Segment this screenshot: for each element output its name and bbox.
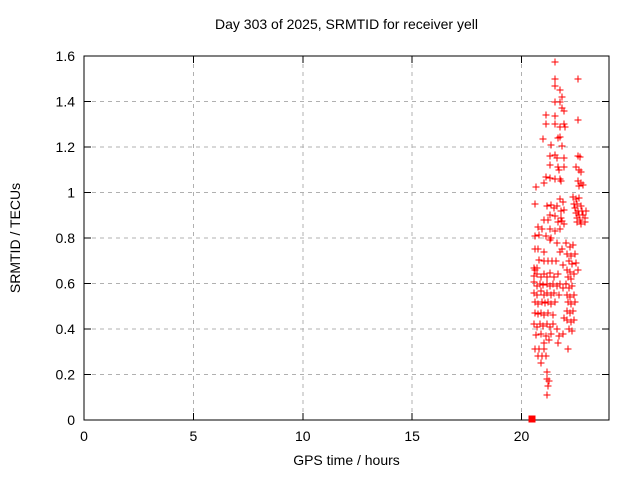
svg-text:1.4: 1.4 — [56, 94, 76, 110]
gridlines — [84, 56, 609, 420]
svg-text:1.6: 1.6 — [56, 48, 76, 64]
x-tick-labels: 0 5 10 15 20 — [80, 428, 529, 444]
svg-text:1: 1 — [67, 185, 75, 201]
y-tick-labels: 0 0.2 0.4 0.6 0.8 1 1.2 1.4 1.6 — [56, 48, 76, 428]
svg-text:10: 10 — [295, 428, 311, 444]
chart-title: Day 303 of 2025, SRMTID for receiver yel… — [215, 16, 478, 32]
plot-border — [83, 55, 610, 421]
svg-text:5: 5 — [189, 428, 197, 444]
svg-text:0.8: 0.8 — [56, 230, 76, 246]
scatter-points-SRMTID — [530, 58, 590, 399]
svg-text:1.2: 1.2 — [56, 139, 76, 155]
svg-text:0.4: 0.4 — [56, 321, 76, 337]
scatter-squares-SRMTID-flagged — [528, 415, 536, 423]
svg-text:20: 20 — [514, 428, 530, 444]
tick-marks — [83, 55, 609, 421]
svg-text:0: 0 — [67, 412, 75, 428]
svg-text:15: 15 — [404, 428, 420, 444]
x-axis-label: GPS time / hours — [293, 452, 400, 468]
svg-text:0: 0 — [80, 428, 88, 444]
svg-text:0.2: 0.2 — [56, 367, 76, 383]
svg-text:0.6: 0.6 — [56, 276, 76, 292]
